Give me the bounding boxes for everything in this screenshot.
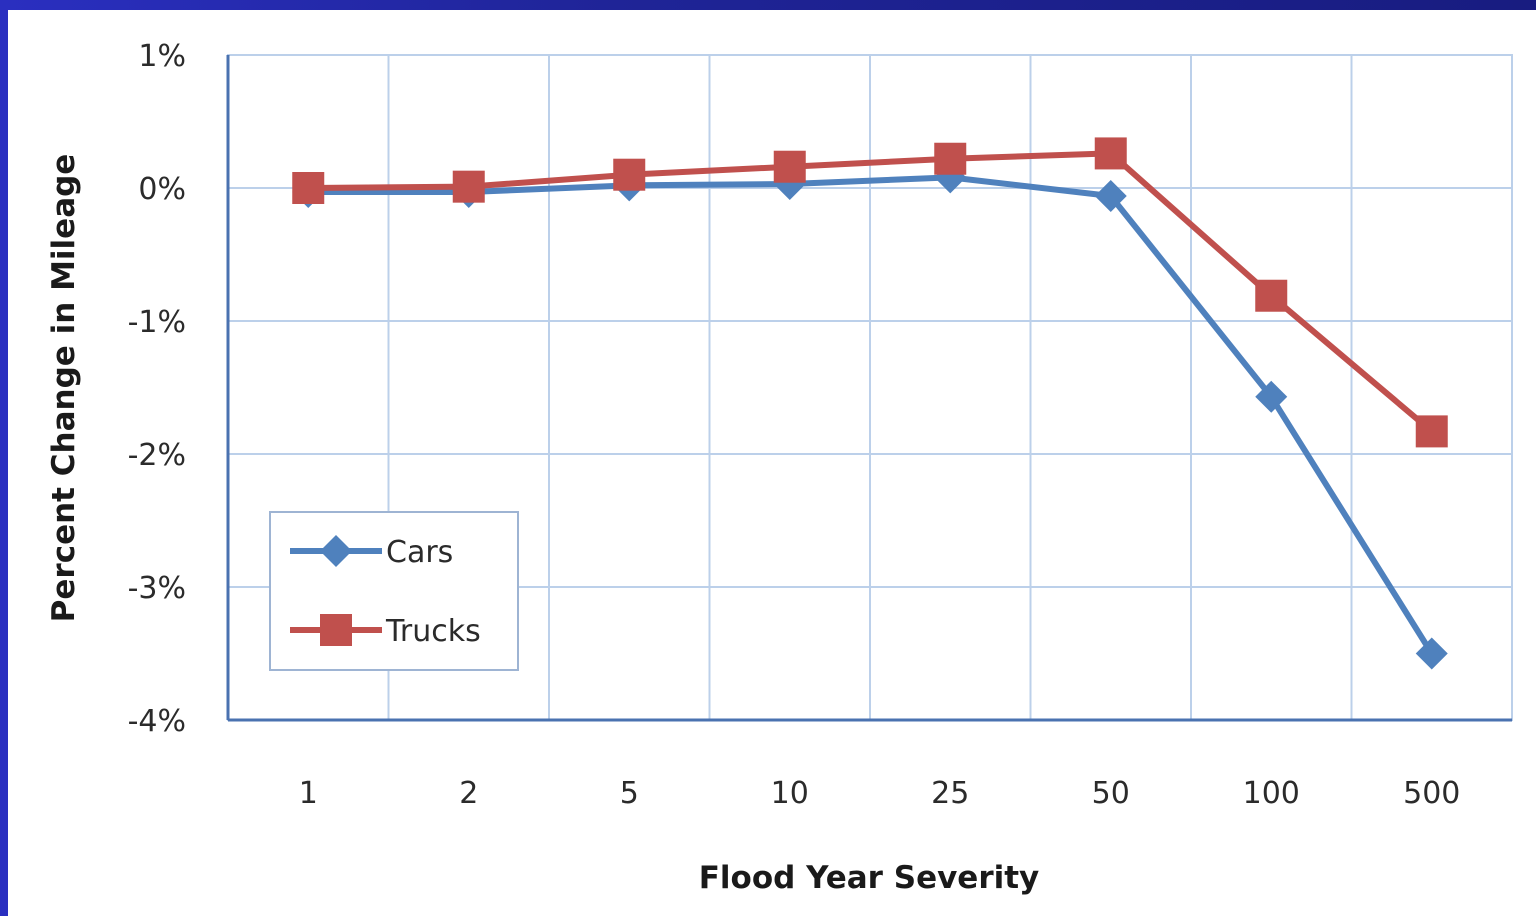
data-point-cars	[1094, 179, 1127, 212]
legend-item-trucks: Trucks	[290, 614, 481, 649]
data-point-trucks	[1094, 137, 1127, 170]
legend-item-cars: Cars	[290, 535, 453, 570]
y-tick-label: -4%	[128, 704, 186, 739]
x-tick-label: 1	[299, 776, 318, 811]
data-point-trucks	[292, 172, 325, 204]
data-point-cars	[1415, 637, 1448, 670]
y-tick-label: 1%	[138, 39, 186, 74]
series-line-cars	[308, 174, 1435, 656]
y-axis-title: Percent Change in Mileage	[46, 154, 82, 623]
x-tick-label: 2	[459, 776, 478, 811]
data-point-trucks	[773, 150, 806, 183]
x-tick-label: 50	[1092, 776, 1130, 811]
series-trucks	[292, 137, 1448, 448]
y-tick-label: -3%	[128, 571, 186, 606]
series-layer	[292, 137, 1448, 670]
data-point-cars	[1255, 380, 1288, 413]
legend-marker-cars	[320, 535, 352, 567]
data-point-trucks	[1415, 415, 1448, 448]
x-tick-label: 10	[771, 776, 809, 811]
legend-label-trucks: Trucks	[385, 614, 481, 649]
x-tick-label: 100	[1243, 776, 1300, 811]
legend: Cars Trucks	[269, 511, 519, 671]
legend-marker-trucks	[320, 614, 352, 646]
legend-box	[269, 511, 519, 671]
y-tick-label: -2%	[128, 438, 186, 473]
x-tick-label: 5	[620, 776, 639, 811]
x-axis-title: Flood Year Severity	[699, 860, 1040, 896]
series-line-trucks	[308, 150, 1434, 434]
data-point-trucks	[934, 142, 967, 175]
data-point-trucks	[452, 170, 485, 203]
y-axis-ticks: 1% 0% -1% -2% -3% -4%	[128, 39, 186, 739]
x-tick-label: 500	[1403, 776, 1460, 811]
x-axis-ticks: 1 2 5 10 25 50 100 500	[299, 776, 1461, 811]
legend-label-cars: Cars	[386, 535, 453, 570]
data-point-trucks	[613, 158, 646, 191]
y-tick-label: 0%	[138, 172, 186, 207]
data-point-trucks	[1255, 279, 1288, 312]
x-tick-label: 25	[931, 776, 969, 811]
y-tick-label: -1%	[128, 305, 186, 340]
